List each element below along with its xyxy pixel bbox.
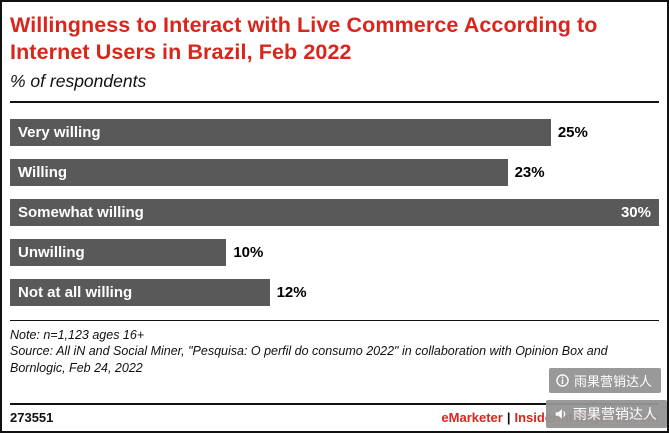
chart-subtitle: % of respondents <box>10 70 147 91</box>
info-icon <box>556 374 569 387</box>
chart-source: Source: All iN and Social Miner, "Pesqui… <box>10 344 608 375</box>
bar-very-willing: Very willing <box>10 118 551 146</box>
bar-value-label: 30% <box>620 203 651 221</box>
bar-value-label: 10% <box>233 243 264 261</box>
bar-somewhat-willing: Somewhat willing 30% <box>10 198 659 226</box>
watermark-text: 雨果营销达人 <box>573 374 652 389</box>
bar-value-label: 23% <box>514 163 545 181</box>
footer-separator: | <box>506 410 511 425</box>
bar-row: Unwilling 10% <box>10 238 659 266</box>
header-divider <box>10 100 659 103</box>
bar-category-label: Very willing <box>18 123 101 141</box>
bar-chart: Very willing 25% Willing 23% Somewhat willin… <box>10 118 659 306</box>
chart-title: Willingness to Interact with Live Commer… <box>10 13 598 64</box>
bar-value-label: 25% <box>557 123 588 141</box>
bar-willing: Willing <box>10 158 508 186</box>
speaker-icon <box>554 407 568 421</box>
bar-row: Somewhat willing 30% <box>10 198 659 226</box>
watermark-text: 雨果营销达人 <box>573 406 657 422</box>
brand-emarketer: eMarketer <box>441 410 503 425</box>
bar-row: Very willing 25% <box>10 118 659 146</box>
chart-notes: Note: n=1,123 ages 16+ Source: All iN an… <box>10 327 650 377</box>
bar-row: Not at all willing 12% <box>10 278 659 306</box>
watermark-badge: 雨果营销达人 <box>546 400 667 428</box>
bar-row: Willing 23% <box>10 158 659 186</box>
bar-category-label: Somewhat willing <box>18 203 144 221</box>
watermark-badge: 雨果营销达人 <box>548 368 661 393</box>
bar-category-label: Unwilling <box>18 243 85 261</box>
bar-value-label: 12% <box>276 283 307 301</box>
bar-not-at-all-willing: Not at all willing <box>10 278 270 306</box>
chart-note: Note: n=1,123 ages 16+ <box>10 327 145 342</box>
chart-id: 273551 <box>10 410 54 425</box>
bar-category-label: Not at all willing <box>18 283 133 301</box>
bar-unwilling: Unwilling <box>10 238 227 266</box>
notes-divider <box>10 319 659 321</box>
bar-category-label: Willing <box>18 163 68 181</box>
